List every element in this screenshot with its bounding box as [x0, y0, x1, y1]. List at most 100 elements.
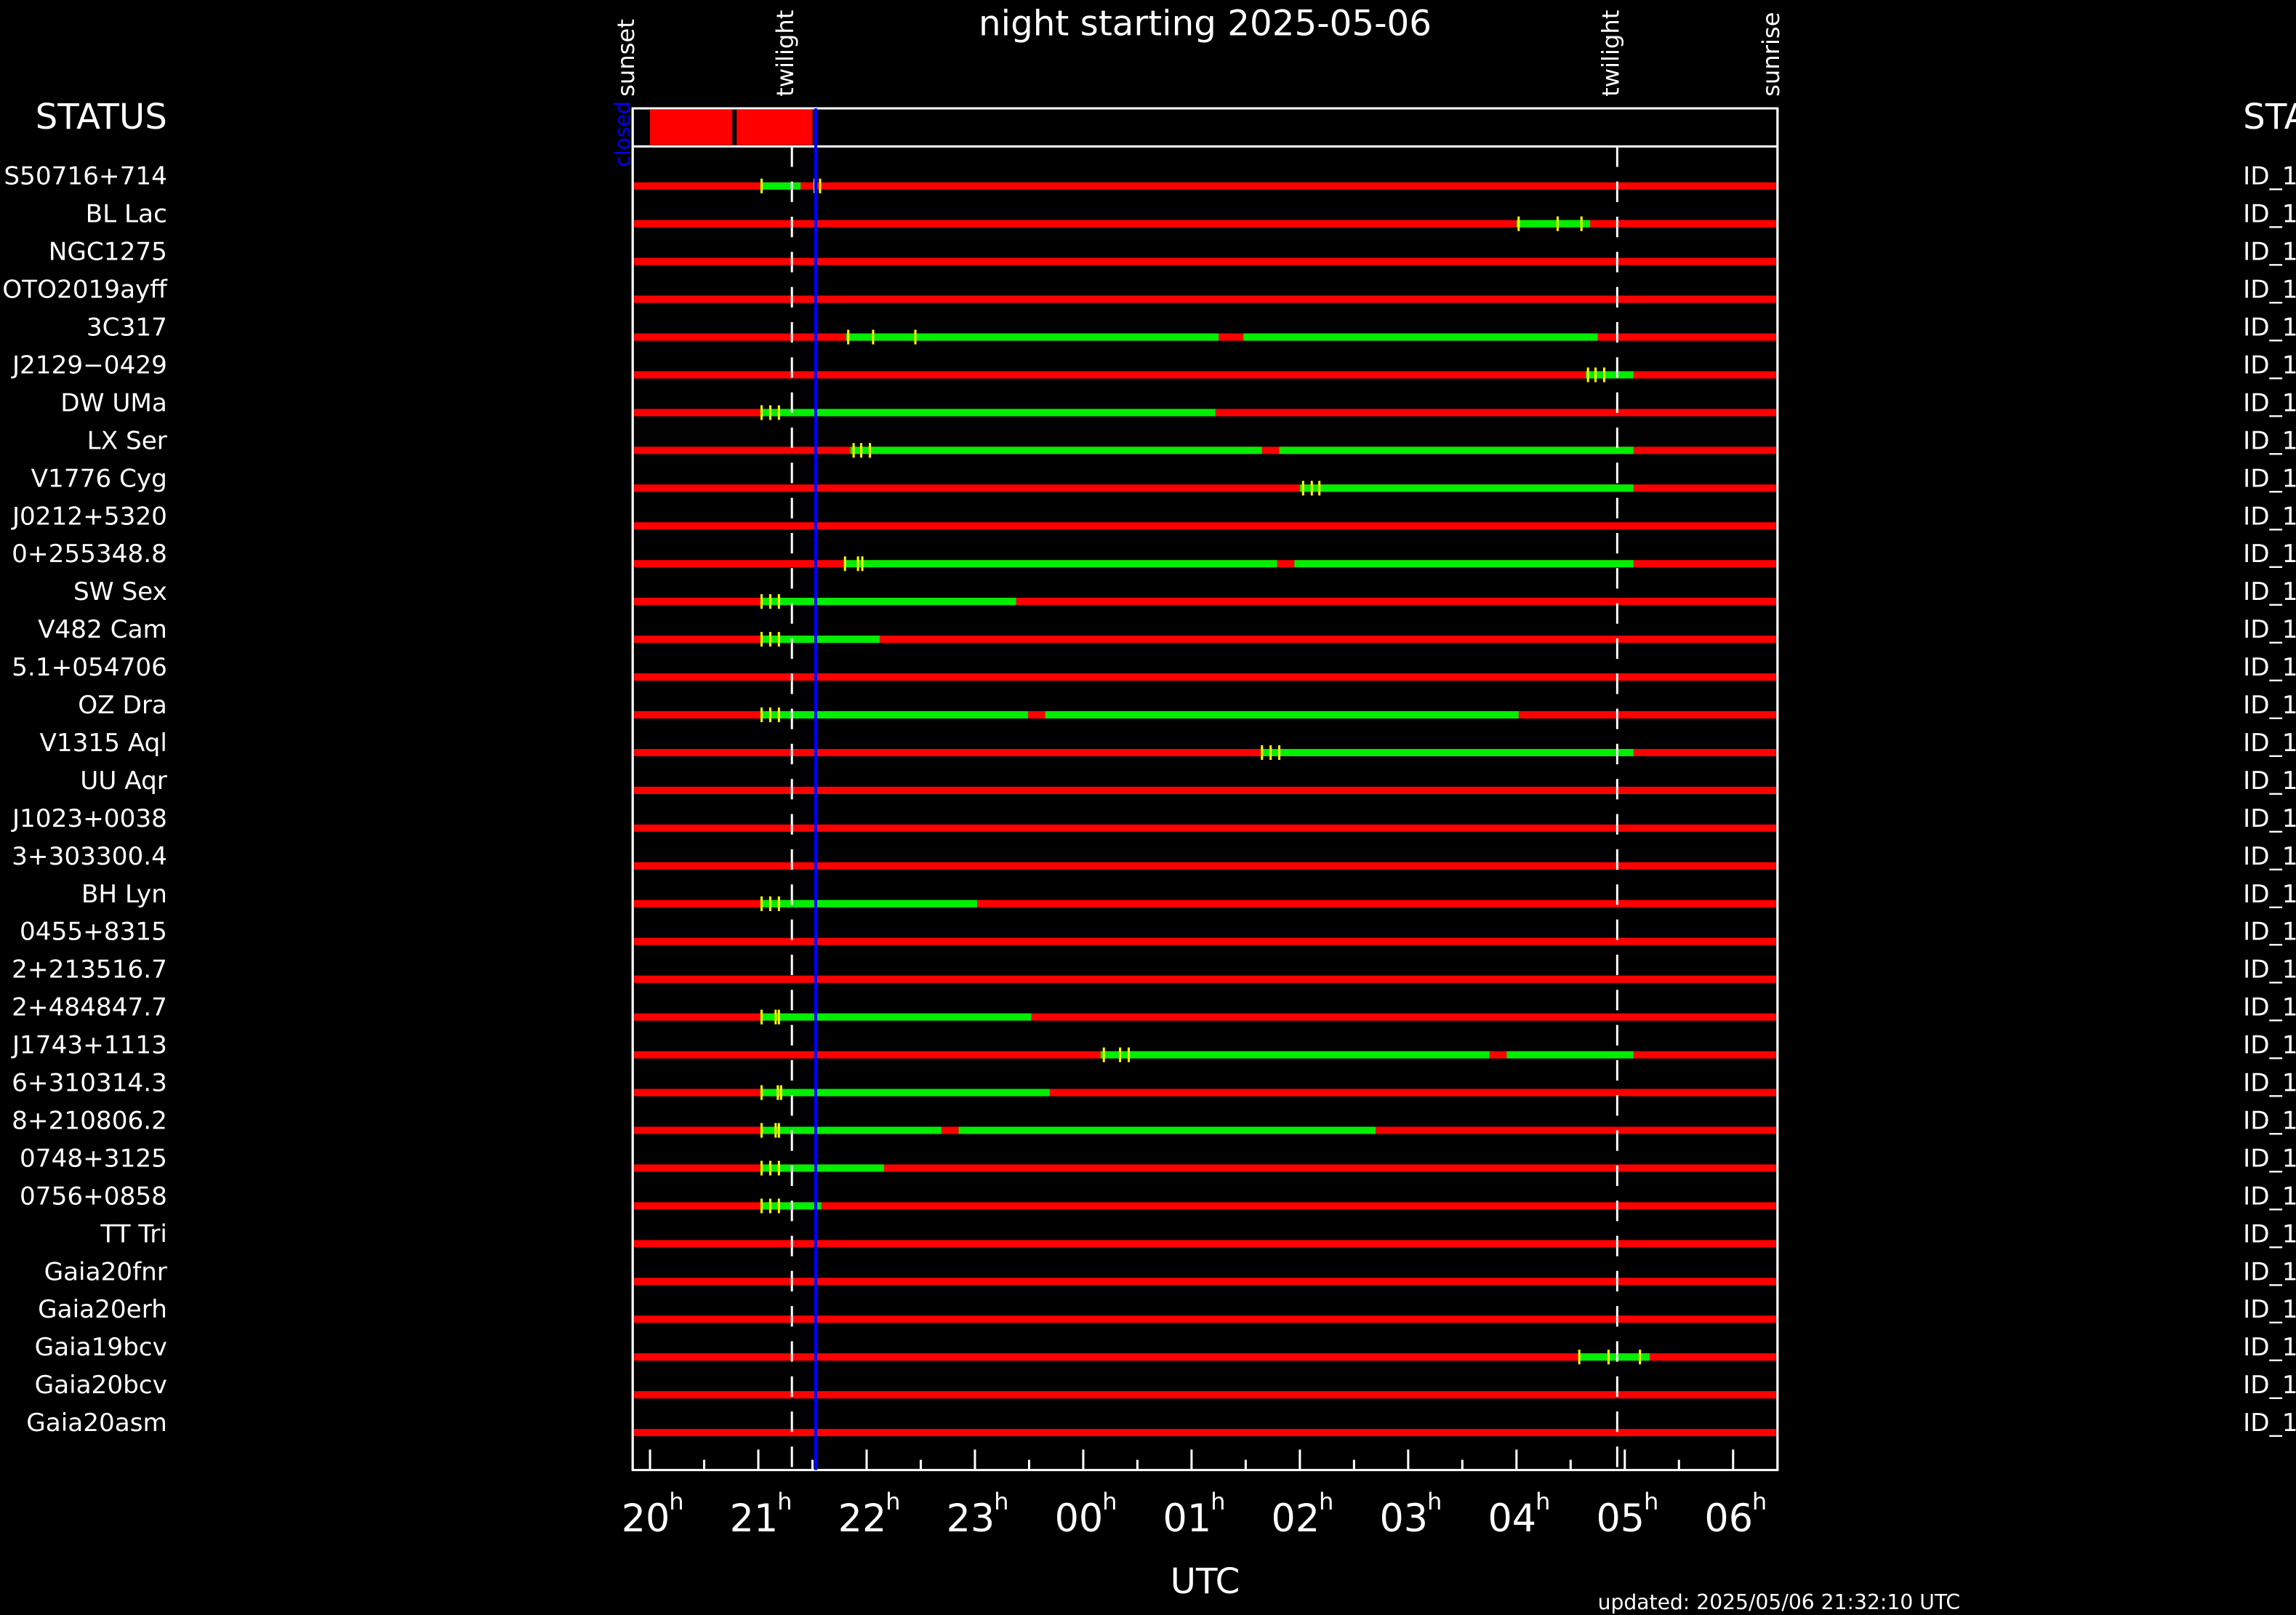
target-name: 0756+0858 — [20, 1182, 167, 1211]
x-tick-label: 22 — [838, 1496, 887, 1541]
status-heading: STATUS — [36, 97, 167, 137]
x-tick-label: 23 — [947, 1496, 995, 1541]
target-name: J1023+0038 — [11, 804, 167, 833]
target-name: Gaia20fnr — [44, 1257, 168, 1286]
target-name: TT Tri — [100, 1219, 167, 1249]
target-id: ID_1 — [2243, 1295, 2296, 1324]
x-tick-label: 05 — [1596, 1496, 1645, 1541]
target-name: 2+213516.7 — [12, 955, 167, 985]
target-name: 5.1+054706 — [12, 653, 167, 682]
target-id: ID_1 — [2243, 766, 2296, 796]
event-label: sunrise — [1757, 12, 1785, 97]
target-id: ID_1 — [2243, 1333, 2296, 1362]
target-id: ID_1 — [2243, 238, 2296, 267]
target-name: BH Lyn — [81, 880, 167, 909]
target-name: S50716+714 — [4, 162, 167, 191]
x-tick-suffix: h — [994, 1488, 1008, 1515]
x-tick-suffix: h — [1211, 1488, 1225, 1515]
target-name: J0212+5320 — [11, 502, 167, 531]
target-name: NGC1275 — [49, 238, 167, 267]
x-tick-suffix: h — [1644, 1488, 1658, 1515]
target-id: ID_1 — [2243, 502, 2296, 531]
target-id: ID_1 — [2243, 162, 2296, 191]
target-id: ID_1 — [2243, 918, 2296, 947]
target-id: ID_1 — [2243, 540, 2296, 569]
target-id: ID_1 — [2243, 804, 2296, 833]
x-axis-label: UTC — [1171, 1561, 1240, 1602]
target-name: UU Aqr — [80, 766, 167, 796]
target-name: 6+310314.3 — [12, 1069, 167, 1098]
x-tick-label: 00 — [1055, 1496, 1104, 1541]
target-name: BL Lac — [86, 200, 167, 229]
target-name: SW Sex — [73, 577, 167, 606]
x-tick-suffix: h — [1319, 1488, 1333, 1515]
target-name: Gaia19bcv — [35, 1333, 167, 1362]
target-id: ID_1 — [2243, 1144, 2296, 1173]
target-name: DW UMa — [60, 388, 167, 417]
status-block — [736, 110, 813, 145]
target-id: ID_1 — [2243, 615, 2296, 644]
target-name: J1743+1113 — [11, 1031, 167, 1060]
target-id: ID_1 — [2243, 1106, 2296, 1135]
target-name: LX Ser — [87, 426, 168, 455]
target-id: ID_1 — [2243, 577, 2296, 606]
target-name: 8+210806.2 — [12, 1106, 167, 1135]
target-id: ID_1 — [2243, 1371, 2296, 1400]
x-tick-label: 03 — [1380, 1496, 1429, 1541]
x-tick-suffix: h — [1752, 1488, 1767, 1515]
target-id: ID_1 — [2243, 842, 2296, 871]
target-name: V1315 Aql — [39, 729, 166, 758]
target-id: ID_1 — [2243, 691, 2296, 720]
x-tick-suffix: h — [777, 1488, 792, 1515]
status-text: closed — [611, 101, 635, 167]
target-name: OZ Dra — [78, 691, 167, 720]
x-tick-suffix: h — [1427, 1488, 1442, 1515]
target-name: 2+484847.7 — [12, 993, 167, 1022]
target-id: ID_1 — [2243, 313, 2296, 342]
x-tick-label: 04 — [1488, 1496, 1536, 1541]
target-name: 0748+3125 — [20, 1144, 167, 1173]
x-tick-label: 01 — [1163, 1496, 1212, 1541]
x-tick-label: 20 — [622, 1496, 670, 1541]
target-name: Gaia20asm — [26, 1408, 167, 1438]
status-block — [650, 110, 733, 145]
target-id: ID_1 — [2243, 426, 2296, 455]
target-name: J2129−0429 — [11, 350, 167, 380]
target-id: ID_1 — [2243, 729, 2296, 758]
target-id: ID_1 — [2243, 955, 2296, 985]
target-name: 3+303300.4 — [12, 842, 167, 871]
target-id: ID_1 — [2243, 276, 2296, 305]
target-id: ID_1 — [2243, 993, 2296, 1022]
updated-time: updated: 2025/05/06 21:32:10 UTC — [1598, 1590, 1961, 1614]
target-id: ID_1 — [2243, 350, 2296, 380]
x-tick-suffix: h — [1536, 1488, 1550, 1515]
event-label: twilight — [1597, 10, 1624, 97]
status-heading-right: STATUS — [2243, 97, 2296, 137]
x-tick-suffix: h — [886, 1488, 900, 1515]
event-label: twilight — [771, 10, 799, 97]
target-id: ID_1 — [2243, 1031, 2296, 1060]
target-name: Gaia20erh — [38, 1295, 167, 1324]
target-id: ID_1 — [2243, 1182, 2296, 1211]
target-id: ID_1 — [2243, 1257, 2296, 1286]
x-tick-label: 06 — [1704, 1496, 1753, 1541]
target-id: ID_1 — [2243, 1069, 2296, 1098]
target-id: ID_1 — [2243, 1219, 2296, 1249]
target-id: ID_1 — [2243, 388, 2296, 417]
x-tick-suffix: h — [669, 1488, 683, 1515]
x-tick-label: 21 — [730, 1496, 779, 1541]
x-tick-label: 02 — [1272, 1496, 1320, 1541]
target-id: ID_1 — [2243, 464, 2296, 493]
target-name: Gaia20bcv — [35, 1371, 167, 1400]
target-name: 0455+8315 — [20, 918, 167, 947]
target-name: 0+255348.8 — [12, 540, 167, 569]
target-name: V1776 Cyg — [31, 464, 167, 493]
target-id: ID_1 — [2243, 880, 2296, 909]
target-name: 3C317 — [87, 313, 167, 342]
x-tick-suffix: h — [1102, 1488, 1117, 1515]
target-name: V482 Cam — [38, 615, 167, 644]
target-id: ID_1 — [2243, 653, 2296, 682]
target-id: ID_1 — [2243, 1408, 2296, 1438]
chart-title: night starting 2025-05-06 — [979, 3, 1432, 44]
